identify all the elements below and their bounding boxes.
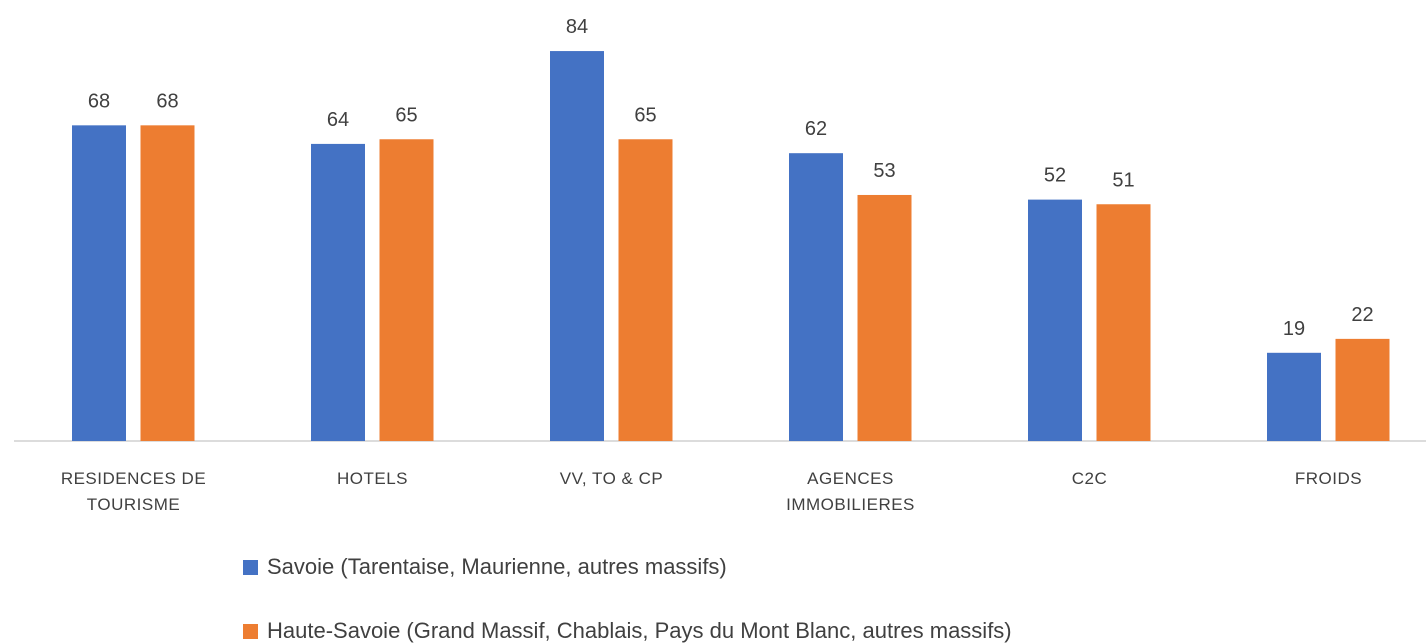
legend-entry: Savoie (Tarentaise, Maurienne, autres ma… bbox=[243, 554, 727, 580]
legend-swatch bbox=[243, 623, 258, 639]
bar bbox=[618, 139, 673, 441]
data-label: 65 bbox=[395, 104, 417, 126]
data-label: 51 bbox=[1112, 169, 1134, 191]
x-tick-label: FROIDS bbox=[1294, 469, 1363, 488]
bar bbox=[379, 139, 434, 441]
data-label: 84 bbox=[566, 16, 588, 38]
x-tick-label: VV, TO & CP bbox=[559, 469, 664, 488]
x-tick-label: C2C bbox=[1071, 469, 1108, 488]
bar bbox=[1267, 352, 1321, 441]
data-label: 52 bbox=[1044, 165, 1066, 187]
bar bbox=[857, 194, 912, 441]
bar bbox=[550, 51, 604, 441]
bar bbox=[72, 125, 126, 441]
data-label: 53 bbox=[873, 160, 895, 182]
x-tick-label: HOTELS bbox=[336, 469, 409, 488]
bar bbox=[311, 143, 365, 441]
legend-swatch bbox=[243, 559, 258, 575]
data-label: 22 bbox=[1351, 304, 1373, 326]
legend-entry: Haute-Savoie (Grand Massif, Chablais, Pa… bbox=[243, 618, 1012, 643]
bar bbox=[140, 125, 195, 441]
x-tick-label: AGENCES IMMOBILIERES bbox=[786, 469, 915, 514]
legend-label: Haute-Savoie (Grand Massif, Chablais, Pa… bbox=[267, 618, 1012, 643]
data-label: 62 bbox=[805, 118, 827, 140]
legend-label: Savoie (Tarentaise, Maurienne, autres ma… bbox=[267, 554, 727, 579]
x-tick-label: RESIDENCES DE TOURISME bbox=[60, 469, 207, 514]
bar bbox=[1096, 204, 1151, 441]
bar bbox=[1335, 338, 1390, 441]
bar bbox=[789, 153, 843, 442]
data-label: 68 bbox=[156, 90, 178, 112]
data-label: 68 bbox=[88, 90, 110, 112]
bar bbox=[1028, 199, 1082, 441]
data-label: 65 bbox=[634, 104, 656, 126]
data-label: 19 bbox=[1283, 318, 1305, 340]
data-label: 64 bbox=[327, 109, 349, 131]
